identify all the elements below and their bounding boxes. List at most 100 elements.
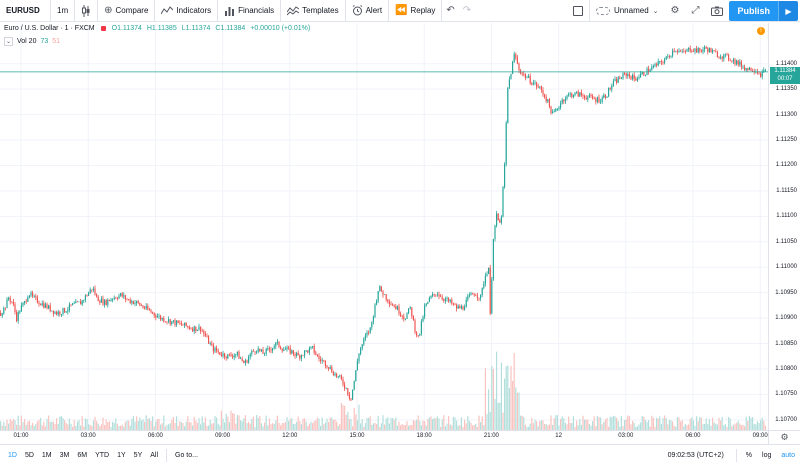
auto-toggle[interactable]: auto: [781, 451, 795, 459]
alert-button[interactable]: Alert: [346, 0, 388, 22]
volume-bar: [219, 425, 221, 430]
financials-button[interactable]: Financials: [218, 0, 280, 22]
volume-bar: [590, 425, 592, 430]
chart-pane[interactable]: [0, 23, 768, 430]
volume-bar: [745, 416, 747, 430]
candle-body: [216, 347, 218, 351]
axis-settings-button[interactable]: ⚙: [768, 430, 800, 444]
undo-button[interactable]: ↶: [442, 0, 458, 22]
price-axis[interactable]: 1.11400 1.11350 1.11300 1.11250 1.11200 1.111…: [768, 23, 800, 430]
candle-body: [721, 56, 723, 59]
candle-body: [137, 301, 139, 303]
fullscreen-button[interactable]: ⤢: [685, 0, 705, 22]
compare-button[interactable]: ⊕ Compare: [98, 0, 154, 22]
log-toggle[interactable]: log: [762, 451, 772, 459]
candle-body: [505, 122, 507, 165]
candle-body: [288, 347, 290, 348]
candle-body: [499, 220, 501, 223]
volume-bar: [628, 416, 630, 430]
layout-toggle-button[interactable]: [567, 0, 589, 22]
clock-display[interactable]: 09:02:53 (UTC+2): [667, 451, 724, 459]
symbol-search[interactable]: EURUSD: [6, 6, 40, 15]
price-tick-label: 1.10800: [775, 365, 797, 372]
time-tick-label: 06:00: [685, 433, 701, 439]
range-button-all[interactable]: All: [150, 451, 159, 459]
volume-bar: [612, 415, 614, 430]
candle-body: [126, 299, 128, 300]
volume-bar: [572, 416, 574, 430]
volume-bar: [123, 426, 125, 430]
volume-bar: [6, 419, 8, 430]
chart-style-button[interactable]: [75, 0, 97, 22]
volume-bar: [678, 417, 680, 430]
volume-bar: [452, 416, 454, 430]
volume-bar: [449, 424, 451, 430]
candle-body: [608, 88, 610, 97]
interval-button[interactable]: 1m: [57, 6, 69, 15]
range-button-5y[interactable]: 5Y: [133, 451, 143, 459]
range-button-5d[interactable]: 5D: [24, 451, 34, 459]
candle-body: [592, 96, 594, 99]
volume-bar: [70, 423, 72, 430]
volume-bar: [459, 425, 461, 430]
range-button-1m[interactable]: 1M: [41, 451, 52, 459]
settings-button[interactable]: ⚙: [665, 0, 686, 22]
volume-bar: [217, 423, 219, 430]
candle-body: [113, 297, 115, 300]
candle-body: [232, 356, 234, 358]
candle-body: [681, 51, 683, 52]
volume-bar: [390, 417, 392, 430]
volume-bar: [664, 415, 666, 430]
info-icon[interactable]: !: [757, 27, 765, 35]
candle-body: [560, 103, 562, 108]
candle-body: [627, 74, 629, 77]
range-button-3m[interactable]: 3M: [59, 451, 70, 459]
templates-button[interactable]: Templates: [281, 0, 344, 22]
volume-bar: [764, 425, 766, 430]
range-button-6m[interactable]: 6M: [77, 451, 88, 459]
candle-body: [291, 350, 293, 354]
candle-body: [84, 295, 86, 301]
candle-body: [580, 92, 582, 96]
collapse-chevron-icon[interactable]: ⌄: [4, 37, 13, 46]
play-button[interactable]: ▶: [778, 1, 798, 21]
volume-bar: [665, 418, 667, 430]
range-button-1d[interactable]: 1D: [8, 451, 17, 459]
volume-bar: [502, 412, 504, 430]
publish-button[interactable]: Publish: [729, 1, 778, 21]
range-button-ytd[interactable]: YTD: [95, 451, 110, 459]
candle-body: [684, 51, 686, 53]
percent-toggle[interactable]: %: [745, 451, 753, 459]
volume-bar: [356, 420, 358, 430]
time-axis[interactable]: 01:00 03:00 06:00 09:00 12:00 15:00 18:00 21:00…: [0, 430, 768, 444]
volume-bar: [523, 417, 525, 430]
volume-bar: [763, 420, 765, 430]
price-chart[interactable]: [0, 23, 768, 430]
volume-bar: [713, 422, 715, 430]
candle-body: [537, 86, 539, 88]
candle-body: [8, 297, 10, 300]
indicators-button[interactable]: Indicators: [155, 0, 217, 22]
candle-body: [716, 52, 718, 58]
candle-body: [552, 111, 554, 114]
candle-body: [16, 312, 18, 322]
volume-bar: [483, 425, 485, 430]
goto-button[interactable]: Go to...: [175, 451, 198, 459]
redo-button[interactable]: ↷: [459, 0, 475, 22]
candle-body: [225, 357, 227, 359]
volume-bar: [140, 420, 142, 430]
candle-body: [494, 225, 496, 240]
bottom-right-group: 09:02:53 (UTC+2) % log auto: [667, 448, 800, 462]
layout-name-menu[interactable]: Unnamed ⌄: [590, 0, 665, 22]
volume-bar: [587, 419, 589, 430]
volume-bar: [460, 417, 462, 430]
candle-body: [310, 346, 312, 349]
replay-button[interactable]: ⏪ Replay: [389, 0, 441, 22]
volume-bar: [504, 378, 506, 430]
volume-bar: [536, 421, 538, 430]
volume-bar: [403, 425, 405, 430]
range-button-1y[interactable]: 1Y: [117, 451, 126, 459]
candle-body: [297, 352, 299, 356]
candle-body: [558, 107, 560, 109]
snapshot-button[interactable]: [705, 0, 729, 22]
